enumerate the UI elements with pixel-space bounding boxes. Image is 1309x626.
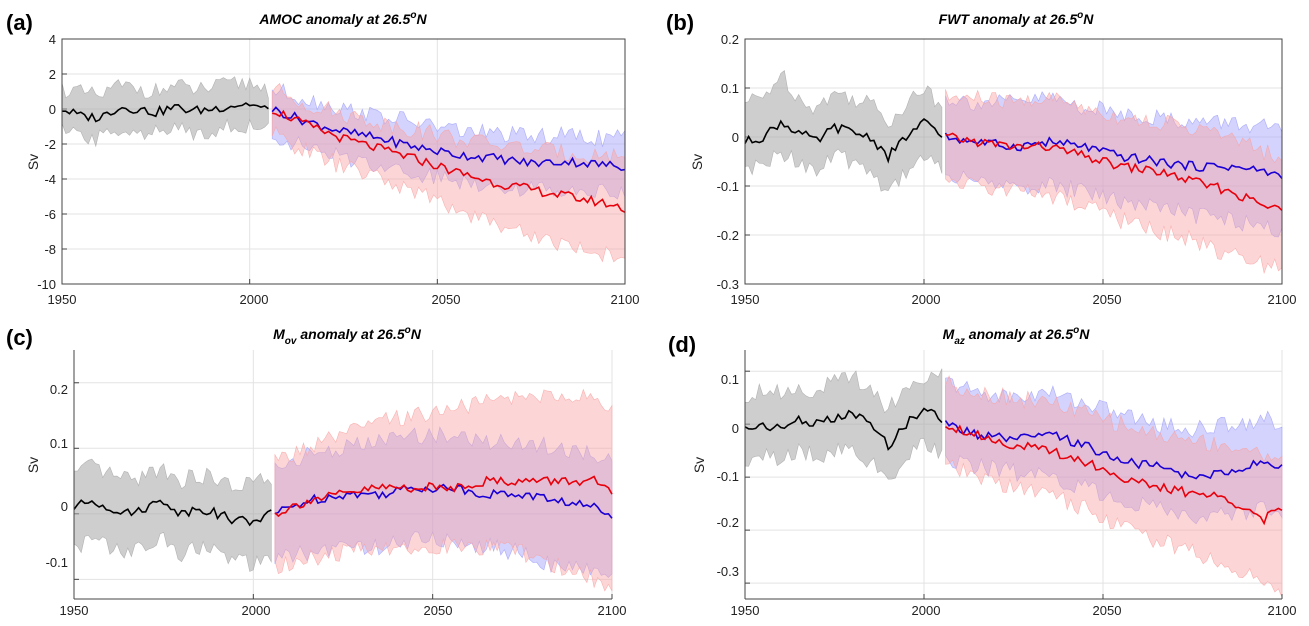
y-tick-label: 0 — [49, 102, 56, 117]
plot-area-b — [744, 38, 1283, 285]
plot-area-d — [744, 350, 1283, 600]
y-tick-label: -0.1 — [46, 555, 68, 570]
series-line-0 — [744, 117, 943, 164]
y-tick-label: 0 — [732, 130, 739, 145]
x-tick-label: 2000 — [240, 292, 269, 307]
y-tick-label: 0.2 — [721, 32, 739, 47]
panel-title-d: Maz anomaly at 26.5oN — [943, 325, 1091, 347]
series-band-0 — [744, 69, 943, 192]
series-line-1 — [271, 106, 626, 172]
panel-label-c: (c) — [6, 325, 33, 350]
x-tick-label: 2000 — [912, 603, 941, 618]
series-line-2 — [945, 132, 1283, 212]
y-tick-label: 4 — [49, 32, 56, 47]
plot-area-c — [73, 350, 613, 600]
series-band-0 — [744, 368, 943, 480]
y-tick-label: -0.1 — [717, 469, 739, 484]
y-tick-label: -0.2 — [717, 228, 739, 243]
series-line-0 — [62, 102, 269, 123]
y-tick-label: -4 — [44, 172, 56, 187]
series-line-1 — [274, 483, 613, 519]
series-line-2 — [272, 109, 626, 214]
panel-title-b: FWT anomaly at 26.5oN — [939, 10, 1095, 27]
y-tick-label: -0.3 — [717, 277, 739, 292]
x-tick-label: 1950 — [731, 292, 760, 307]
panel-c: (c) Mov anomaly at 26.5oN Sv 0.2 0.1 0 -… — [6, 325, 626, 618]
y-tick-label: 0.1 — [50, 436, 68, 451]
panel-a: (a) AMOC anomaly at 26.5oN Sv 4 2 0 -2 -… — [6, 10, 639, 307]
y-tick-label: -0.3 — [717, 564, 739, 579]
x-tick-label: 2050 — [424, 603, 453, 618]
axes-box — [744, 38, 1283, 285]
axes-box — [61, 38, 626, 285]
x-tick-label: 2050 — [1093, 603, 1122, 618]
series-line-1 — [944, 132, 1283, 180]
y-tick-label: -10 — [37, 277, 56, 292]
panel-label-b: (b) — [666, 10, 694, 35]
y-tick-label: 0.1 — [721, 372, 739, 387]
series-band-0 — [73, 458, 272, 572]
x-tick-label: 2050 — [432, 292, 461, 307]
x-tick-label: 2100 — [1268, 603, 1297, 618]
x-tick-label: 2100 — [611, 292, 640, 307]
x-tick-label: 1950 — [60, 603, 89, 618]
y-tick-label: 2 — [49, 67, 56, 82]
panel-d: (d) Maz anomaly at 26.5oN Sv 0.1 0 -0.1 … — [668, 325, 1296, 618]
plot-area-a — [61, 38, 626, 285]
x-tick-label: 2000 — [242, 603, 271, 618]
y-tick-label: -2 — [44, 137, 56, 152]
panel-label-d: (d) — [668, 332, 696, 357]
series-line-2 — [945, 424, 1283, 526]
x-tick-label: 1950 — [48, 292, 77, 307]
panel-b: (b) FWT anomaly at 26.5oN Sv 0.2 0.1 0 -… — [666, 10, 1296, 307]
x-tick-label: 2000 — [912, 292, 941, 307]
series-band-2 — [274, 388, 613, 592]
series-line-1 — [944, 420, 1283, 480]
panel-label-a: (a) — [6, 10, 33, 35]
series-line-0 — [744, 407, 943, 451]
series-line-2 — [274, 475, 613, 518]
y-axis-label-c: Sv — [25, 457, 41, 473]
y-axis-label-b: Sv — [689, 154, 705, 170]
y-tick-label: 0 — [732, 421, 739, 436]
y-tick-label: -0.2 — [717, 515, 739, 530]
x-tick-label: 2050 — [1093, 292, 1122, 307]
y-tick-label: 0 — [61, 499, 68, 514]
x-tick-label: 2100 — [1268, 292, 1297, 307]
x-tick-label: 1950 — [731, 603, 760, 618]
y-tick-label: -8 — [44, 242, 56, 257]
y-tick-label: 0.2 — [50, 382, 68, 397]
x-tick-label: 2100 — [598, 603, 627, 618]
y-tick-label: -0.1 — [717, 179, 739, 194]
series-line-0 — [73, 499, 272, 527]
panel-title-c: Mov anomaly at 26.5oN — [273, 325, 422, 347]
y-tick-label: 0.1 — [721, 81, 739, 96]
plot-background — [62, 39, 625, 284]
panel-title-a: AMOC anomaly at 26.5oN — [258, 10, 427, 27]
y-tick-label: -6 — [44, 207, 56, 222]
y-axis-label-a: Sv — [25, 154, 41, 170]
y-axis-label-d: Sv — [691, 457, 707, 473]
